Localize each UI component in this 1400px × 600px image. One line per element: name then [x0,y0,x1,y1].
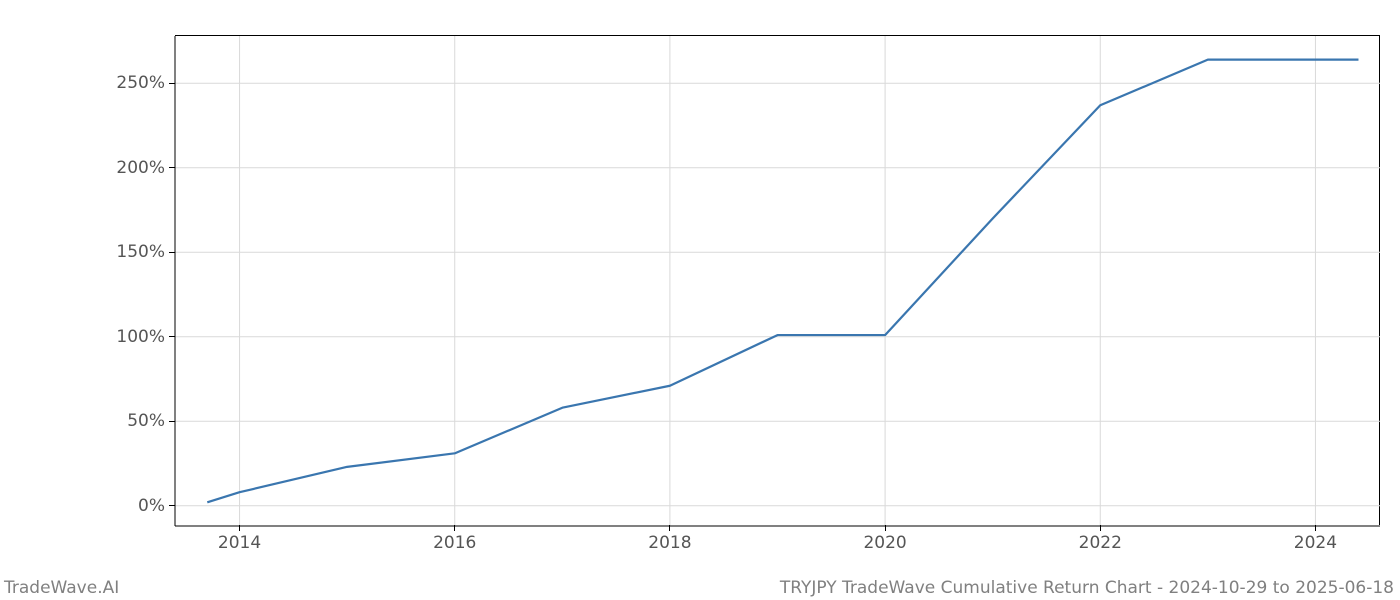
x-tick-mark [1315,525,1316,531]
footer-right-caption: TRYJPY TradeWave Cumulative Return Chart… [780,578,1394,598]
x-tick-label: 2014 [218,533,261,553]
x-tick-mark [239,525,240,531]
x-tick-label: 2018 [648,533,691,553]
y-tick-mark [169,83,175,84]
y-tick-mark [169,505,175,506]
x-tick-label: 2020 [863,533,906,553]
y-tick-mark [169,336,175,337]
x-tick-label: 2024 [1294,533,1337,553]
y-tick-mark [169,421,175,422]
y-tick-label: 0% [138,496,165,516]
x-tick-mark [1100,525,1101,531]
y-tick-label: 100% [116,327,165,347]
x-tick-mark [885,525,886,531]
y-tick-label: 150% [116,242,165,262]
x-tick-mark [454,525,455,531]
y-tick-mark [169,167,175,168]
y-tick-mark [169,252,175,253]
y-tick-label: 50% [127,411,165,431]
x-tick-label: 2022 [1079,533,1122,553]
chart-container: 2014 2016 2018 2020 2022 2024 0% 50% 100% 150% 200… [0,0,1400,600]
chart-line-series [175,36,1380,526]
x-tick-label: 2016 [433,533,476,553]
plot-area: 2014201620182020202220240%50%100%150%200… [175,35,1380,525]
y-tick-label: 200% [116,158,165,178]
footer-left-watermark: TradeWave.AI [4,578,119,598]
y-tick-label: 250% [116,73,165,93]
x-tick-mark [669,525,670,531]
